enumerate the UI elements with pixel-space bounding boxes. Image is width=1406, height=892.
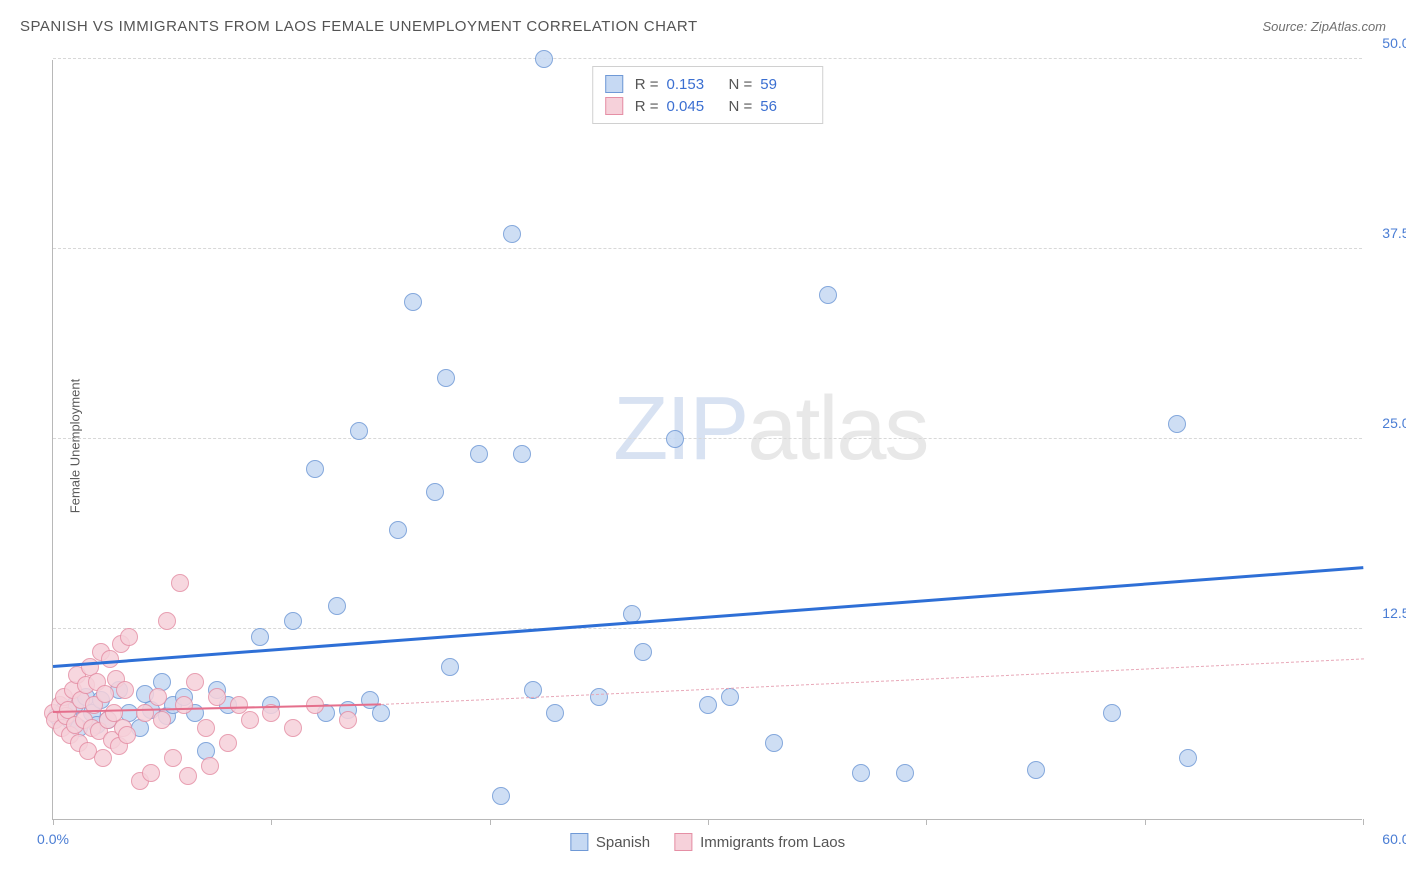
- data-point: [208, 688, 226, 706]
- x-tick: [53, 819, 54, 825]
- y-tick-label: 37.5%: [1382, 225, 1406, 241]
- legend-row: R = 0.045 N = 56: [605, 95, 811, 117]
- legend-label: Immigrants from Laos: [700, 834, 845, 851]
- r-value: 0.045: [667, 98, 717, 115]
- n-label: N =: [729, 98, 753, 115]
- data-point: [153, 711, 171, 729]
- data-point: [136, 704, 154, 722]
- data-point: [404, 293, 422, 311]
- data-point: [328, 597, 346, 615]
- data-point: [186, 673, 204, 691]
- data-point: [852, 764, 870, 782]
- data-point: [94, 749, 112, 767]
- data-point: [241, 711, 259, 729]
- data-point: [492, 787, 510, 805]
- data-point: [149, 688, 167, 706]
- gridline: [53, 58, 1362, 59]
- data-point: [118, 726, 136, 744]
- data-point: [197, 719, 215, 737]
- gridline: [53, 248, 1362, 249]
- data-point: [1179, 749, 1197, 767]
- data-point: [590, 688, 608, 706]
- source-label: Source: ZipAtlas.com: [1262, 19, 1386, 34]
- data-point: [284, 719, 302, 737]
- data-point: [158, 612, 176, 630]
- data-point: [171, 574, 189, 592]
- data-point: [470, 445, 488, 463]
- legend-swatch: [605, 75, 623, 93]
- data-point: [634, 643, 652, 661]
- data-point: [721, 688, 739, 706]
- n-value: 59: [760, 76, 810, 93]
- r-label: R =: [635, 98, 659, 115]
- data-point: [164, 749, 182, 767]
- data-point: [1168, 415, 1186, 433]
- x-tick: [490, 819, 491, 825]
- data-point: [251, 628, 269, 646]
- x-tick-label: 60.0%: [1382, 831, 1406, 847]
- legend-row: R = 0.153 N = 59: [605, 73, 811, 95]
- data-point: [1103, 704, 1121, 722]
- data-point: [389, 521, 407, 539]
- data-point: [1027, 761, 1045, 779]
- data-point: [765, 734, 783, 752]
- x-tick: [926, 819, 927, 825]
- data-point: [372, 704, 390, 722]
- gridline: [53, 438, 1362, 439]
- legend-item: Spanish: [570, 833, 650, 851]
- data-point: [179, 767, 197, 785]
- x-tick-label: 0.0%: [37, 831, 69, 847]
- data-point: [441, 658, 459, 676]
- n-value: 56: [760, 98, 810, 115]
- gridline: [53, 628, 1362, 629]
- data-point: [116, 681, 134, 699]
- data-point: [546, 704, 564, 722]
- data-point: [503, 225, 521, 243]
- legend-swatch: [674, 833, 692, 851]
- y-tick-label: 25.0%: [1382, 415, 1406, 431]
- data-point: [535, 50, 553, 68]
- data-point: [96, 685, 114, 703]
- data-point: [819, 286, 837, 304]
- data-point: [219, 734, 237, 752]
- data-point: [350, 422, 368, 440]
- data-point: [699, 696, 717, 714]
- data-point: [426, 483, 444, 501]
- data-point: [896, 764, 914, 782]
- y-tick-label: 12.5%: [1382, 605, 1406, 621]
- x-tick: [1145, 819, 1146, 825]
- data-point: [513, 445, 531, 463]
- data-point: [437, 369, 455, 387]
- legend-swatch: [605, 97, 623, 115]
- plot-area: ZIPatlas R =0.153N =59R =0.045N =56 Span…: [52, 60, 1362, 820]
- series-legend: Spanish Immigrants from Laos: [570, 833, 845, 851]
- x-tick: [708, 819, 709, 825]
- r-label: R =: [635, 76, 659, 93]
- legend-item: Immigrants from Laos: [674, 833, 845, 851]
- n-label: N =: [729, 76, 753, 93]
- x-tick: [1363, 819, 1364, 825]
- data-point: [666, 430, 684, 448]
- chart-title: SPANISH VS IMMIGRANTS FROM LAOS FEMALE U…: [20, 18, 698, 35]
- data-point: [120, 628, 138, 646]
- legend-label: Spanish: [596, 834, 650, 851]
- data-point: [175, 696, 193, 714]
- y-tick-label: 50.0%: [1382, 35, 1406, 51]
- data-point: [201, 757, 219, 775]
- correlation-legend: R = 0.153 N = 59 R = 0.045 N = 56: [592, 66, 824, 124]
- x-tick: [271, 819, 272, 825]
- watermark: ZIPatlas: [613, 378, 927, 481]
- legend-swatch: [570, 833, 588, 851]
- data-point: [306, 460, 324, 478]
- data-point: [339, 711, 357, 729]
- data-point: [142, 764, 160, 782]
- data-point: [284, 612, 302, 630]
- r-value: 0.153: [667, 76, 717, 93]
- trendline: [53, 566, 1363, 667]
